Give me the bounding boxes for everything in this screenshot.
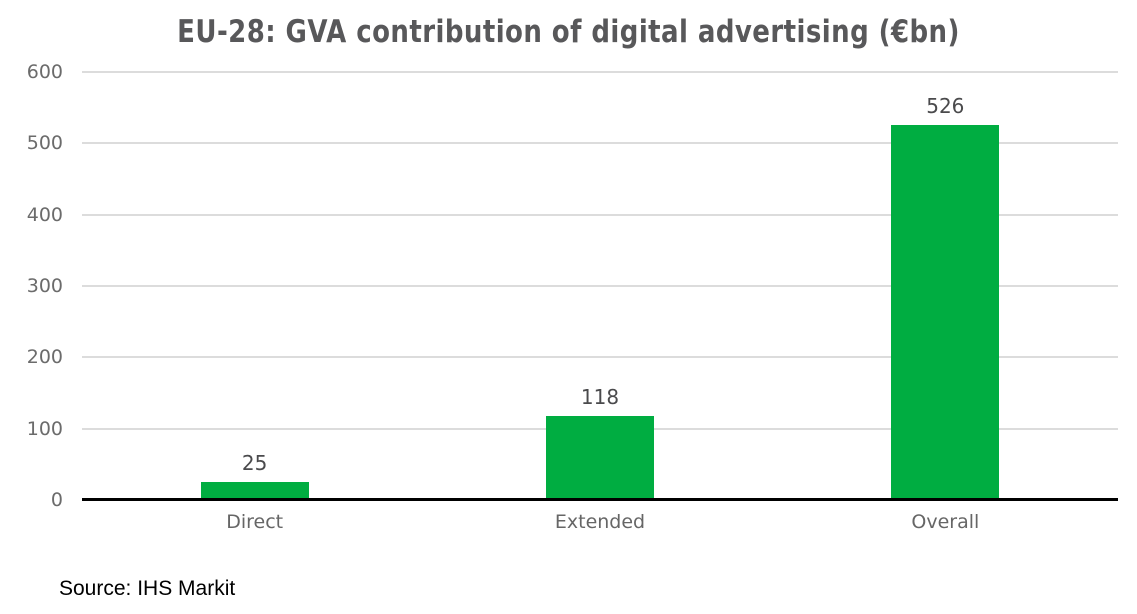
bar-value-label: 118 xyxy=(580,384,620,409)
bar-extended xyxy=(546,415,654,500)
plot-area: 25 118 526 xyxy=(82,71,1118,500)
gridline xyxy=(82,71,1118,73)
gridline xyxy=(82,213,1118,216)
gridline xyxy=(82,356,1118,359)
x-category-label: Direct xyxy=(226,511,284,533)
x-category-label: Extended xyxy=(554,511,646,533)
gridline xyxy=(82,142,1118,145)
source-note: Source: IHS Markit xyxy=(59,577,236,600)
y-tick-label: 300 xyxy=(26,275,63,297)
bar-value-label: 526 xyxy=(926,93,965,118)
y-tick-label: 0 xyxy=(50,489,63,511)
x-category-label: Overall xyxy=(911,511,980,533)
chart-title: EU-28: GVA contribution of digital adver… xyxy=(177,14,960,50)
bar-direct xyxy=(200,482,309,500)
bar-value-label: 25 xyxy=(241,451,268,476)
x-axis-line xyxy=(82,498,1118,501)
y-tick-label: 400 xyxy=(26,203,63,226)
gridline xyxy=(82,285,1118,287)
y-tick-label: 100 xyxy=(26,417,63,440)
y-tick-label: 500 xyxy=(26,132,63,155)
y-tick-label: 200 xyxy=(26,346,63,369)
bar-overall xyxy=(891,124,1000,500)
y-tick-label: 600 xyxy=(26,61,63,83)
